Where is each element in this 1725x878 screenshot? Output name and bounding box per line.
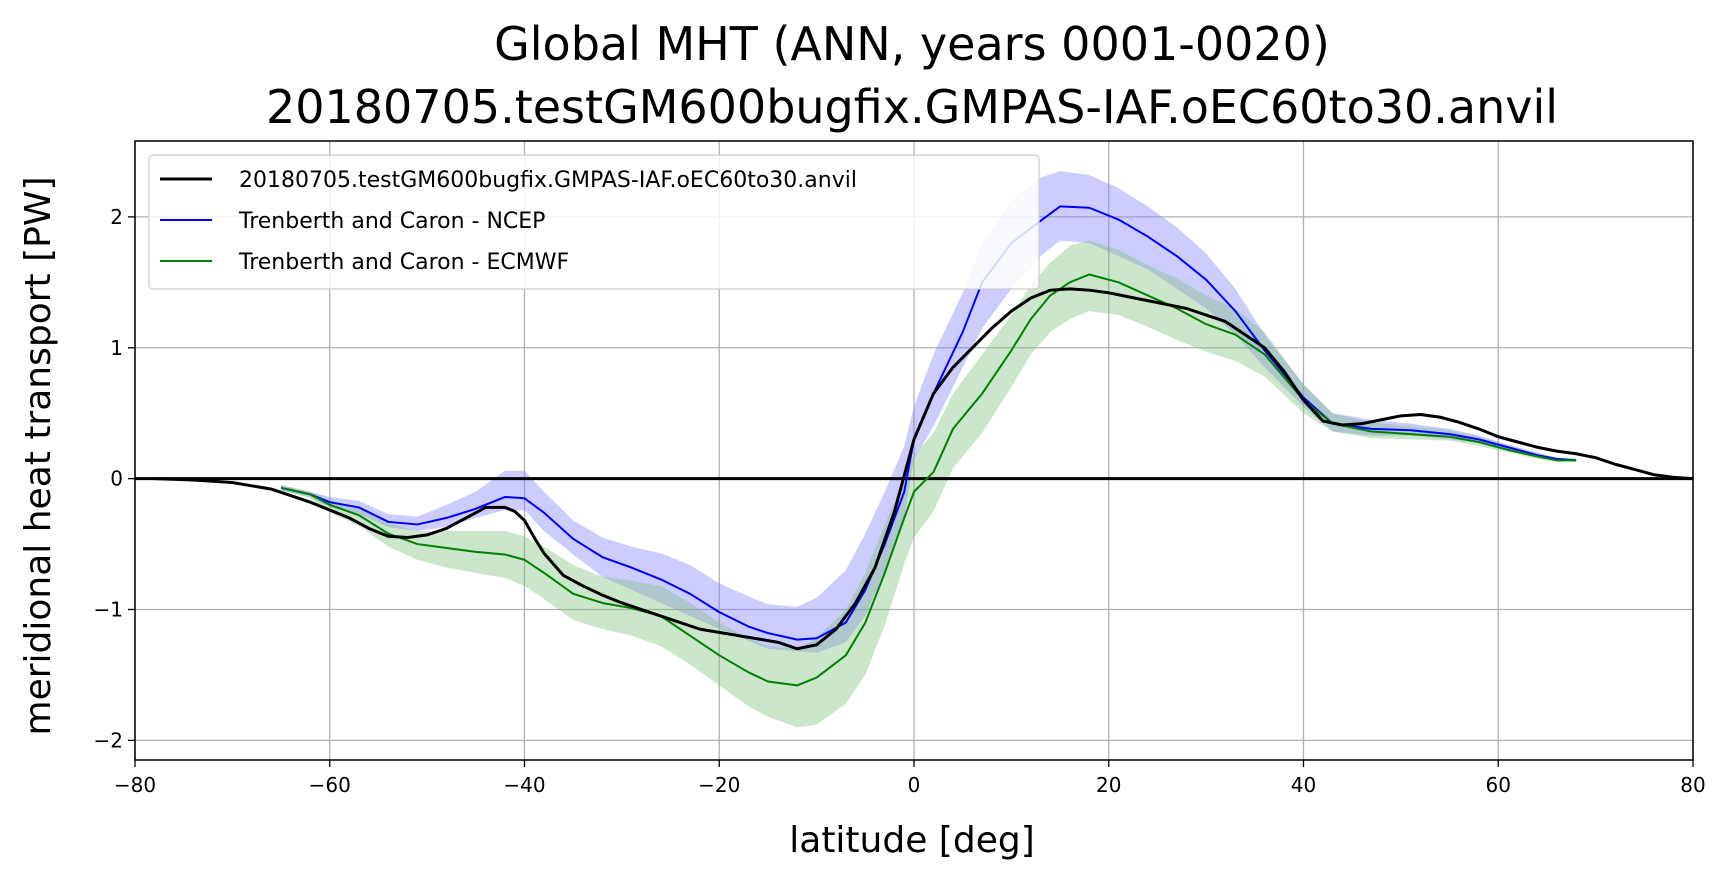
legend-label-0: 20180705.testGM600bugfix.GMPAS-IAF.oEC60…	[239, 168, 857, 193]
x-tick-label: −40	[503, 773, 545, 797]
y-tick-label: 0	[110, 467, 123, 491]
x-tick-label: 0	[908, 773, 921, 797]
x-axis-label: latitude [deg]	[789, 820, 1035, 861]
x-tick-label: 40	[1291, 773, 1316, 797]
band-series-2	[281, 240, 1577, 728]
x-tick-label: 60	[1486, 773, 1511, 797]
legend: 20180705.testGM600bugfix.GMPAS-IAF.oEC60…	[148, 154, 1040, 290]
x-ticks: −80 −60 −40 −20 0 20 40 60 80	[114, 760, 1706, 797]
chart-title: Global MHT (ANN, years 0001-0020)	[494, 17, 1330, 71]
y-ticks: −2 −1 0 1 2	[94, 205, 135, 752]
x-tick-label: −80	[114, 773, 156, 797]
chart-subtitle: 20180705.testGM600bugfix.GMPAS-IAF.oEC60…	[266, 80, 1558, 134]
line-series-2	[280, 273, 1577, 687]
x-tick-label: 20	[1096, 773, 1121, 797]
x-tick-label: −60	[309, 773, 351, 797]
x-tick-label: −20	[698, 773, 740, 797]
band-series-1	[281, 171, 1577, 653]
y-tick-label: 2	[110, 205, 123, 229]
y-tick-label: −2	[94, 728, 123, 752]
legend-label-1: Trenberth and Caron - NCEP	[238, 209, 545, 234]
legend-box	[148, 154, 1040, 290]
y-tick-label: −1	[94, 598, 123, 622]
legend-label-2: Trenberth and Caron - ECMWF	[238, 250, 569, 275]
series-lines	[154, 205, 1694, 687]
y-tick-label: 1	[110, 336, 123, 360]
line-series-0	[154, 287, 1694, 651]
y-axis-label: meridional heat transport [PW]	[18, 177, 59, 736]
uncertainty-bands	[281, 171, 1577, 728]
x-tick-label: 80	[1680, 773, 1705, 797]
